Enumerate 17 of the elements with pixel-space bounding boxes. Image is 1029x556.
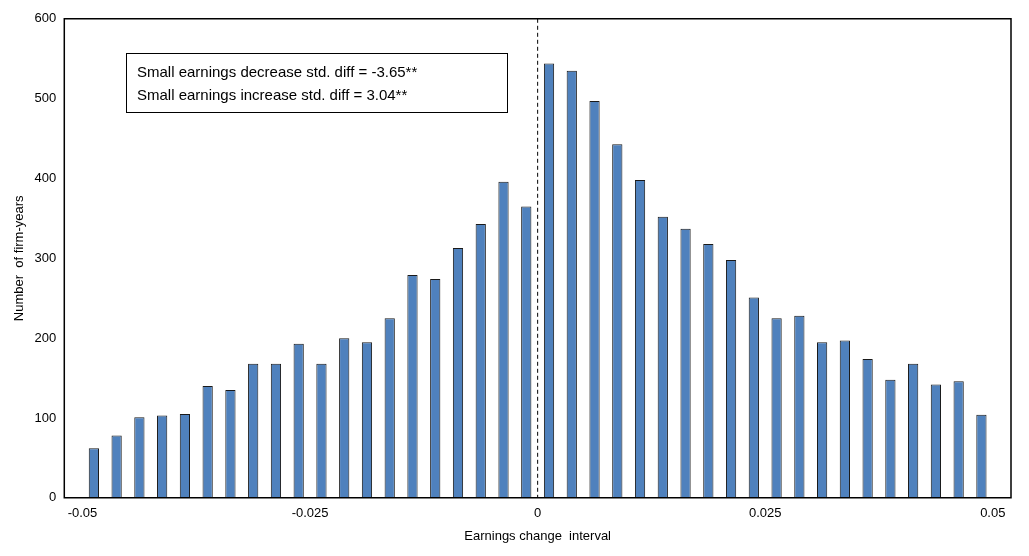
y-tick-label: 400 <box>34 170 57 186</box>
x-tick-label: -0.025 <box>291 505 329 521</box>
note-box: Small earnings decrease std. diff = -3.65** Small earnings increase std. diff = 3.04** <box>126 53 508 113</box>
y-tick-label: 200 <box>34 329 57 345</box>
annotation: Small earnings increase std. diff = 3.04** <box>137 85 409 105</box>
y-tick-label: 0 <box>49 489 57 505</box>
y-tick-label: 600 <box>34 10 57 26</box>
y-tick-label: 500 <box>34 90 57 106</box>
x-axis-title: Earnings change interval <box>464 527 612 543</box>
annotation: Small earnings decrease std. diff = -3.65** <box>137 62 419 82</box>
y-tick-label: 300 <box>34 249 57 265</box>
y-axis-title: Number of firm-years <box>11 194 27 322</box>
x-tick-label: 0.025 <box>748 505 782 521</box>
y-tick-label: 100 <box>34 409 57 425</box>
x-tick-label: -0.05 <box>67 505 98 521</box>
x-tick-label: 0 <box>534 505 542 521</box>
x-tick-label: 0.05 <box>980 505 1006 521</box>
